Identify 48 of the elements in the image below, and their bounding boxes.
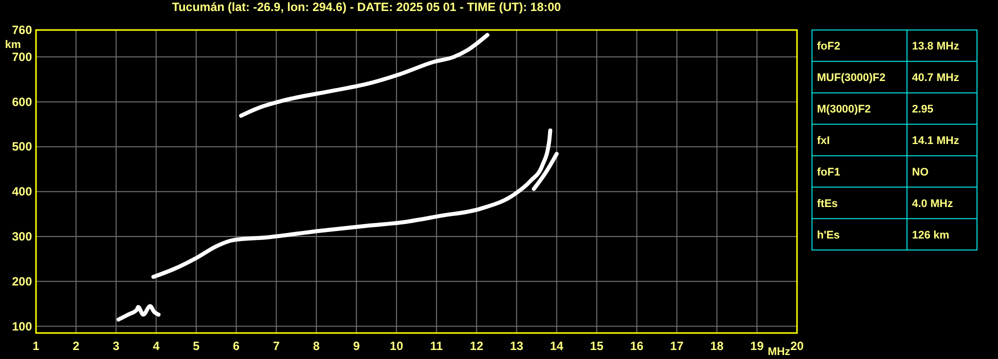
text: fxI	[817, 135, 830, 147]
text: MUF(3000)F2	[817, 72, 886, 84]
line-series	[151, 128, 552, 279]
x-tick-label: 11	[430, 339, 444, 353]
y-axis-title: km	[5, 39, 22, 51]
text: 2.95	[912, 104, 934, 116]
line-series	[239, 32, 490, 118]
line-series	[116, 304, 161, 322]
chart-title: Tucumán (lat: -26.9, lon: 294.6) - DATE: 2025 05 01 - TIME (UT): 18:00	[172, 0, 562, 14]
x-tick-label: 5	[192, 339, 200, 353]
text: ftEs	[817, 198, 838, 210]
text: h'Es	[817, 229, 840, 242]
x-tick-label: 16	[630, 339, 644, 353]
y-tick-label: 300	[12, 229, 32, 244]
x-tick-label: 14	[550, 339, 564, 353]
y-tick-label: 600	[12, 94, 32, 109]
y-tick-label: 700	[12, 50, 32, 64]
x-tick-label: 19	[750, 339, 764, 353]
x-tick-label: 15	[590, 339, 604, 353]
y-tick-label: 100	[12, 319, 32, 334]
x-tick-label: 3	[112, 339, 120, 353]
x-tick-label: 17	[670, 339, 684, 353]
x-tick-label: 9	[353, 339, 360, 353]
y-tick-label: 200	[12, 274, 32, 288]
text: NO	[912, 166, 929, 178]
x-tick-label: 4	[152, 339, 160, 353]
x-tick-label: 20	[790, 339, 804, 353]
x-tick-label: 10	[390, 339, 404, 353]
x-tick-label: 13	[510, 339, 524, 353]
x-tick-label: 2	[72, 339, 80, 353]
x-tick-label: 18	[710, 339, 724, 353]
y-tick-label: 400	[12, 184, 32, 199]
y-tick-label: 500	[12, 140, 32, 154]
x-tick-label: 12	[470, 339, 484, 353]
x-tick-label: 7	[272, 339, 280, 353]
text: 13.8 MHz	[912, 40, 960, 53]
text: 126 km	[912, 229, 950, 242]
x-axis-title: MHz	[768, 346, 791, 358]
y-tick-label: 760	[12, 23, 32, 37]
text: 14.1 MHz	[912, 135, 960, 147]
text: 40.7 MHz	[912, 72, 960, 84]
text: foF2	[817, 40, 840, 53]
x-tick-label: 6	[232, 339, 240, 353]
text: foF1	[817, 166, 840, 178]
x-tick-label: 1	[32, 339, 40, 353]
text: 4.0 MHz	[912, 198, 954, 210]
x-tick-label: 8	[313, 339, 320, 353]
text: M(3000)F2	[817, 104, 871, 116]
